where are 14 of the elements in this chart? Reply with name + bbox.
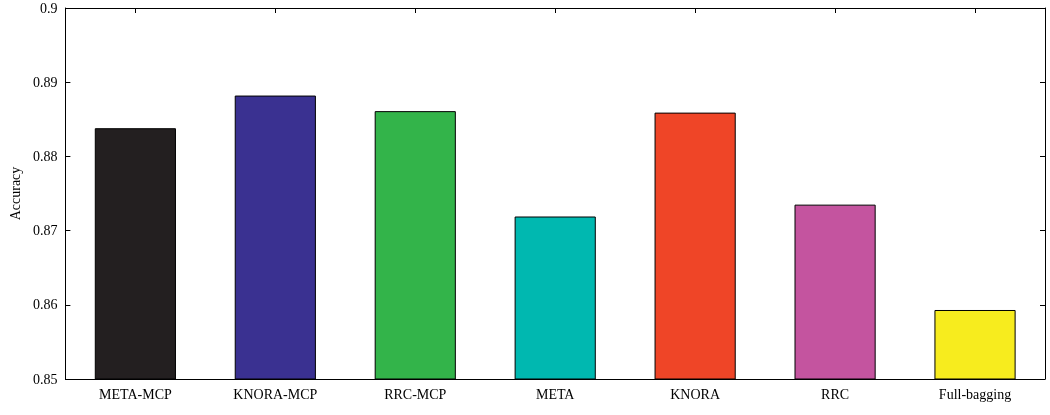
y-tick-label: 0.87: [32, 223, 58, 239]
x-tick-label: META-MCP: [98, 386, 172, 402]
y-tick-label: 0.88: [32, 148, 58, 164]
y-tick-label: 0.9: [39, 0, 58, 16]
x-tick-label: RRC-MCP: [384, 386, 447, 402]
x-tick-label: RRC: [821, 386, 850, 402]
y-axis-title: Accuracy: [7, 166, 23, 221]
x-tick-label: META: [535, 386, 576, 402]
y-tick-label: 0.85: [32, 371, 58, 387]
x-tick-label: Full-bagging: [938, 386, 1012, 402]
y-tick-label: 0.86: [32, 297, 58, 313]
y-tick-label: 0.89: [32, 74, 58, 90]
x-tick-label: KNORA-MCP: [233, 386, 318, 402]
x-tick-label: KNORA: [670, 386, 721, 402]
